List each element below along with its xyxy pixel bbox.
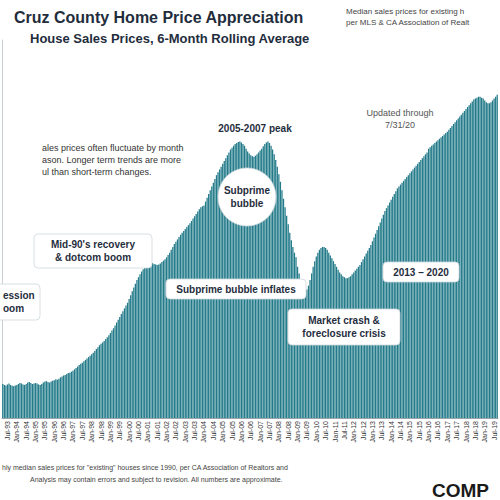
- svg-text:House Sales Prices, 6-Month Ro: House Sales Prices, 6-Month Rolling Aver…: [30, 31, 309, 46]
- svg-text:COMP: COMP: [432, 480, 489, 500]
- svg-text:Jan-95: Jan-95: [32, 421, 39, 443]
- svg-text:Jan-94: Jan-94: [13, 421, 20, 443]
- svg-text:Jul-99: Jul-99: [116, 421, 123, 440]
- svg-text:Cruz County Home Price Appreci: Cruz County Home Price Appreciation: [14, 9, 303, 26]
- svg-text:Jan-14: Jan-14: [388, 421, 395, 443]
- svg-text:Jul-94: Jul-94: [23, 421, 30, 440]
- svg-text:Jul-93: Jul-93: [4, 421, 11, 440]
- svg-text:Jul-15: Jul-15: [416, 421, 423, 440]
- svg-text:Jan-15: Jan-15: [406, 421, 413, 443]
- svg-text:2005-2007 peak: 2005-2007 peak: [218, 123, 292, 134]
- svg-text:Jan-00: Jan-00: [126, 421, 133, 443]
- svg-text:hly median sales prices for "e: hly median sales prices for "existing" h…: [2, 464, 288, 472]
- svg-text:Jul-07: Jul-07: [266, 421, 273, 440]
- svg-text:Jan-11: Jan-11: [332, 421, 339, 442]
- svg-text:7/31/20: 7/31/20: [385, 120, 415, 130]
- svg-text:Jul-04: Jul-04: [210, 421, 217, 440]
- svg-text:Jul-13: Jul-13: [378, 421, 385, 440]
- svg-text:Jan-05: Jan-05: [219, 421, 226, 443]
- svg-text:Analysis may contain errors an: Analysis may contain errors and subject …: [30, 476, 283, 484]
- svg-text:ason. Longer term trends are m: ason. Longer term trends are more: [42, 155, 181, 165]
- svg-text:Jan-09: Jan-09: [294, 421, 301, 443]
- svg-text:Jul-16: Jul-16: [434, 421, 441, 440]
- svg-text:Jan-06: Jan-06: [238, 421, 245, 443]
- svg-text:Market crash &: Market crash &: [308, 315, 380, 326]
- svg-text:Jul-97: Jul-97: [79, 421, 86, 440]
- svg-text:Jan-04: Jan-04: [200, 421, 207, 443]
- svg-text:Jul-10: Jul-10: [322, 421, 329, 440]
- svg-text:ession: ession: [3, 290, 35, 301]
- svg-text:Updated through: Updated through: [366, 108, 433, 118]
- svg-text:Jul-18: Jul-18: [472, 421, 479, 440]
- svg-text:foreclosure crisis: foreclosure crisis: [302, 328, 386, 339]
- svg-text:Jan-03: Jan-03: [182, 421, 189, 443]
- svg-text:Jul-03: Jul-03: [191, 421, 198, 440]
- svg-text:Jul-00: Jul-00: [135, 421, 142, 440]
- svg-text:Jan-16: Jan-16: [425, 421, 432, 443]
- svg-text:Jul-98: Jul-98: [98, 421, 105, 440]
- svg-text:Jan-18: Jan-18: [463, 421, 470, 443]
- svg-text:& dotcom boom: & dotcom boom: [55, 252, 131, 263]
- svg-text:Jan-99: Jan-99: [107, 421, 114, 443]
- svg-text:Jan-13: Jan-13: [369, 421, 376, 443]
- svg-text:Jan-02: Jan-02: [163, 421, 170, 443]
- svg-text:Jul-08: Jul-08: [285, 421, 292, 440]
- svg-text:bubble: bubble: [231, 198, 264, 209]
- svg-text:Jul-19: Jul-19: [491, 421, 498, 440]
- svg-text:Jan-12: Jan-12: [350, 421, 357, 443]
- svg-text:ul than short-term changes.: ul than short-term changes.: [42, 167, 152, 177]
- svg-text:Median sales prices for existi: Median sales prices for existing h: [346, 7, 464, 16]
- svg-text:Jul-11: Jul-11: [341, 421, 348, 440]
- svg-text:ales prices often fluctuate by: ales prices often fluctuate by month: [42, 143, 184, 153]
- svg-text:Jan-17: Jan-17: [444, 421, 451, 443]
- svg-text:Mid-90's recovery: Mid-90's recovery: [51, 239, 136, 250]
- svg-text:Jan-98: Jan-98: [88, 421, 95, 443]
- svg-text:Jul-14: Jul-14: [397, 421, 404, 440]
- svg-text:Jul-06: Jul-06: [247, 421, 254, 440]
- svg-text:Jul-96: Jul-96: [60, 421, 67, 440]
- svg-text:Jan-97: Jan-97: [69, 421, 76, 443]
- svg-text:Jul-09: Jul-09: [303, 421, 310, 440]
- svg-text:Jul-01: Jul-01: [154, 421, 161, 440]
- svg-text:Subprime bubble inflates: Subprime bubble inflates: [176, 284, 296, 295]
- svg-text:per MLS & CA Association of Re: per MLS & CA Association of Realt: [346, 18, 470, 27]
- svg-text:Jul-02: Jul-02: [172, 421, 179, 440]
- svg-text:Jul-05: Jul-05: [229, 421, 236, 440]
- svg-text:Jan-96: Jan-96: [51, 421, 58, 443]
- svg-text:Subprime: Subprime: [224, 185, 271, 196]
- svg-text:2013 – 2020: 2013 – 2020: [393, 267, 449, 278]
- svg-text:Jul-95: Jul-95: [41, 421, 48, 440]
- svg-text:Jan-08: Jan-08: [275, 421, 282, 443]
- svg-text:Jan-01: Jan-01: [144, 421, 151, 443]
- svg-text:Jul-17: Jul-17: [453, 421, 460, 440]
- svg-text:Jan-19: Jan-19: [481, 421, 488, 443]
- svg-text:Jan-10: Jan-10: [313, 421, 320, 443]
- svg-text:Jan-07: Jan-07: [257, 421, 264, 443]
- svg-text:oom: oom: [3, 303, 24, 314]
- svg-text:Jul-12: Jul-12: [360, 421, 367, 440]
